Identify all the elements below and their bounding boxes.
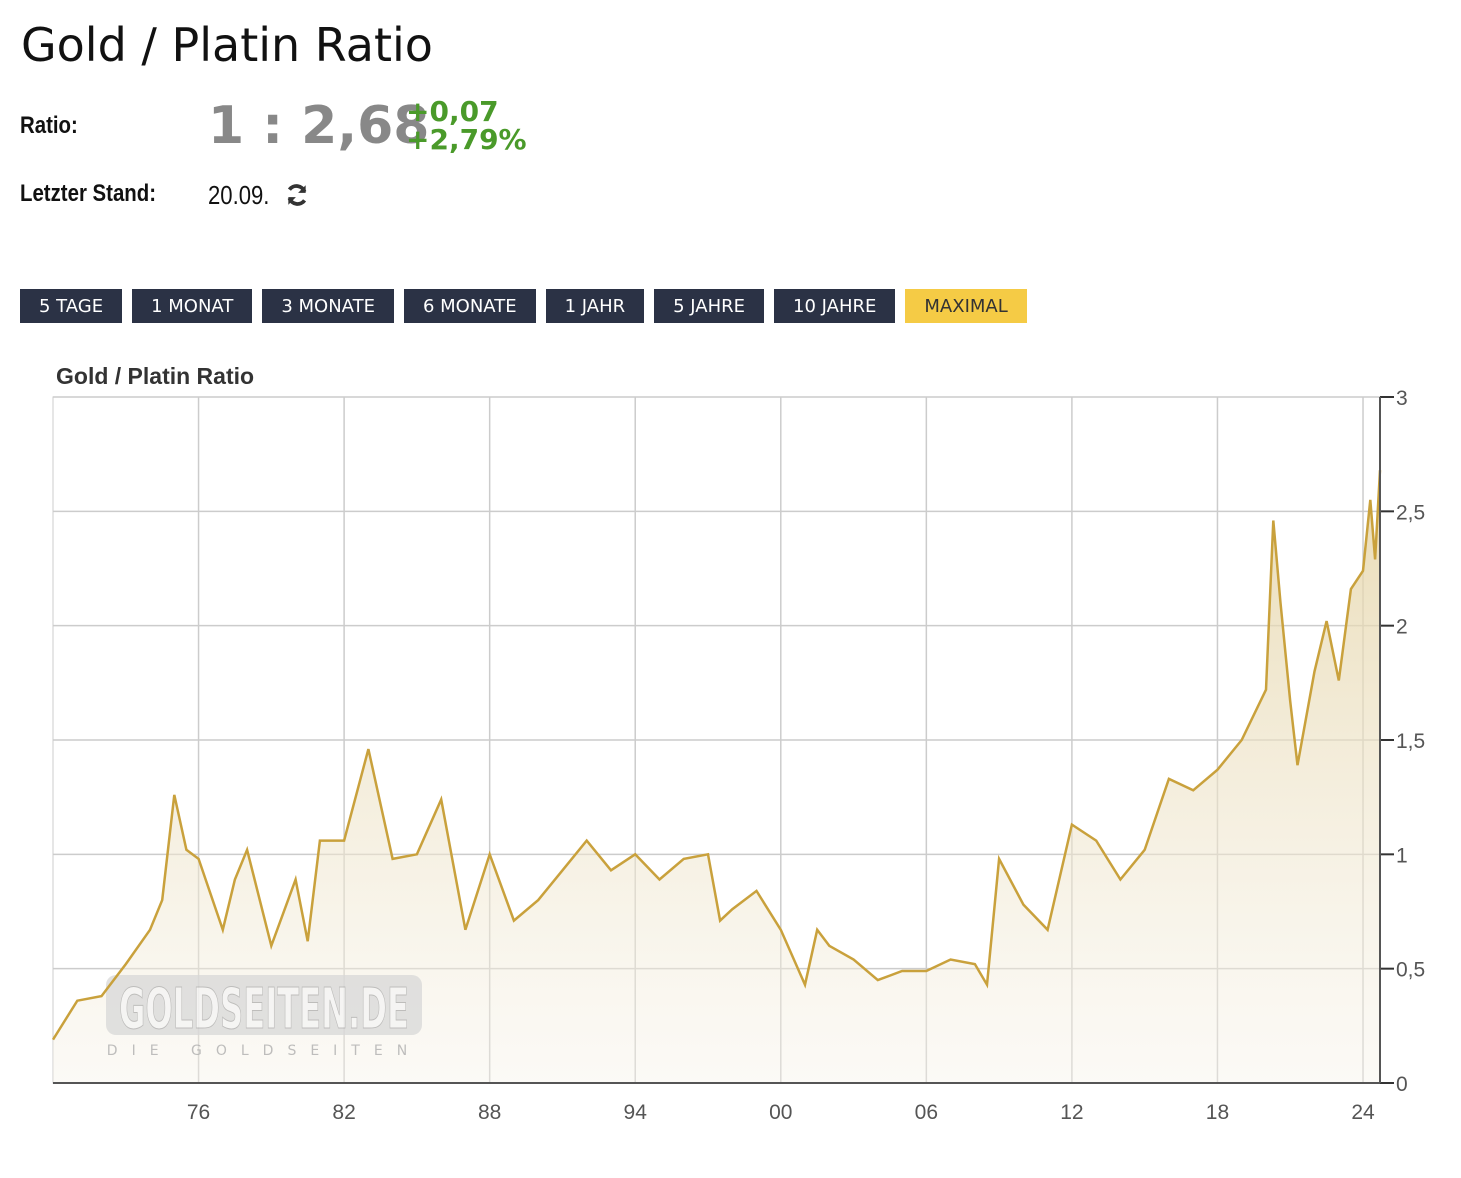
last-update-value: 20.09. — [208, 180, 270, 210]
chart: Gold / Platin Ratio GOLDSEITEN.DE DIE GO… — [51, 363, 1425, 1124]
range-button-maximal[interactable]: MAXIMAL — [905, 289, 1027, 323]
ratio-label: Ratio: — [20, 112, 78, 139]
change-percent: +2,79% — [406, 123, 527, 156]
y-tick-label: 0 — [1396, 1073, 1408, 1096]
x-tick-label: 00 — [769, 1101, 792, 1124]
x-tick-label: 94 — [624, 1101, 648, 1124]
y-tick-label: 3 — [1396, 387, 1408, 410]
range-button-10-jahre[interactable]: 10 JAHRE — [774, 289, 896, 323]
chart-title: Gold / Platin Ratio — [56, 363, 254, 389]
range-button-5-jahre[interactable]: 5 JAHRE — [654, 289, 765, 323]
ratio-value: 1 : 2,68 — [208, 96, 430, 156]
range-button-1-monat[interactable]: 1 MONAT — [132, 289, 253, 323]
range-buttons: 5 TAGE 1 MONAT 3 MONATE 6 MONATE 1 JAHR 5 JAH… — [20, 289, 1027, 323]
page-title: Gold / Platin Ratio — [21, 18, 433, 72]
range-button-1-jahr[interactable]: 1 JAHR — [545, 289, 645, 323]
watermark-tagline: DIE GOLDSEITEN — [107, 1043, 421, 1059]
x-tick-label: 88 — [478, 1101, 501, 1124]
range-button-3-monate[interactable]: 3 MONATE — [262, 289, 394, 323]
last-update-label: Letzter Stand: — [20, 180, 157, 207]
range-button-5-tage[interactable]: 5 TAGE — [20, 289, 123, 323]
y-tick-label: 0,5 — [1396, 959, 1425, 982]
y-tick-label: 1 — [1396, 844, 1408, 867]
y-tick-label: 1,5 — [1396, 730, 1425, 753]
range-button-6-monate[interactable]: 6 MONATE — [403, 289, 536, 323]
change-absolute: +0,07 — [406, 95, 499, 128]
x-tick-label: 24 — [1351, 1101, 1375, 1124]
series-line — [51, 470, 1382, 1041]
x-tick-label: 76 — [187, 1101, 210, 1124]
y-tick-label: 2,5 — [1396, 501, 1425, 524]
x-tick-label: 12 — [1060, 1101, 1083, 1124]
refresh-icon[interactable] — [284, 182, 310, 208]
x-tick-label: 18 — [1206, 1101, 1229, 1124]
y-tick-label: 2 — [1396, 616, 1408, 639]
watermark-logo: GOLDSEITEN.DE DIE GOLDSEITEN — [106, 975, 422, 1059]
x-tick-label: 82 — [332, 1101, 355, 1124]
watermark-brand: GOLDSEITEN.DE — [119, 977, 409, 1042]
x-tick-label: 06 — [915, 1101, 938, 1124]
